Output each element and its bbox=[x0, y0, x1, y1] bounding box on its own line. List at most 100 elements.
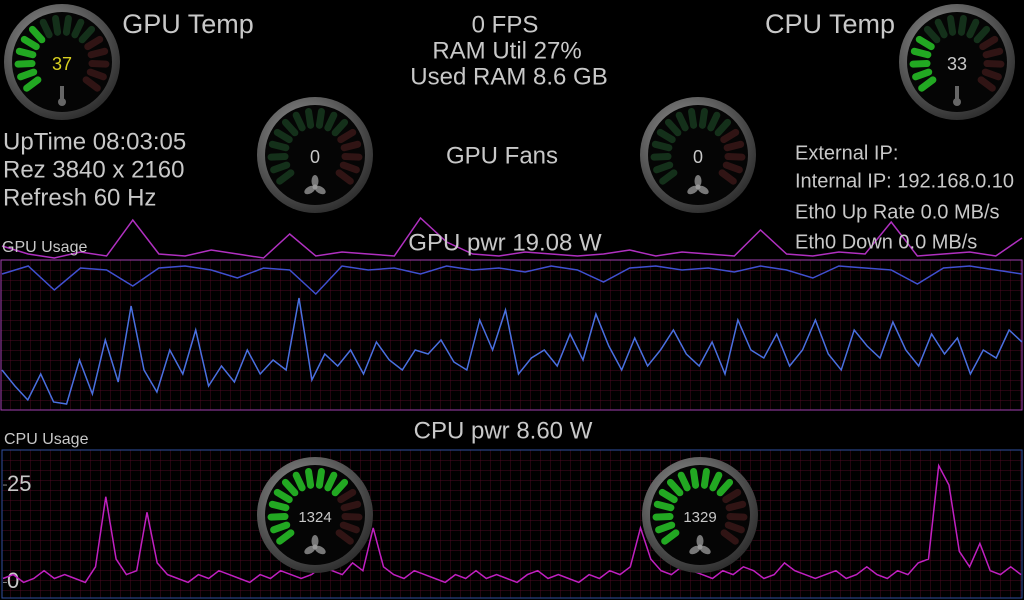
gauge-segment bbox=[720, 529, 739, 545]
gauge-segment bbox=[23, 76, 42, 92]
usage-line bbox=[1, 265, 1023, 296]
gauge-segment bbox=[918, 76, 937, 92]
gauge-segment bbox=[339, 521, 360, 534]
gauge: 0 bbox=[640, 97, 756, 213]
fps: 0 FPS bbox=[472, 11, 539, 38]
gauge-value: 33 bbox=[947, 54, 967, 74]
gauge: 1329 bbox=[642, 457, 758, 573]
gauge-segment bbox=[78, 25, 96, 44]
internal-ip: Internal IP: 192.168.0.10 bbox=[795, 170, 1014, 192]
cpu-temp-label: CPU Temp bbox=[765, 9, 895, 39]
fan-blade bbox=[304, 545, 316, 555]
gauge-segment bbox=[335, 529, 354, 545]
usage-line bbox=[2, 463, 1022, 584]
gauge-segment bbox=[341, 512, 363, 521]
gauge-segment bbox=[273, 128, 293, 144]
gauge-segment bbox=[305, 107, 315, 129]
gauge-segment bbox=[934, 18, 948, 39]
gauge-segment bbox=[707, 111, 721, 132]
fan-blade bbox=[314, 185, 326, 195]
gauge-segment bbox=[725, 500, 747, 512]
gauge-segment bbox=[82, 76, 101, 92]
gauge-segment bbox=[292, 471, 306, 492]
gauge-segment bbox=[656, 128, 676, 144]
thermometer-bulb bbox=[953, 98, 961, 106]
cpu-power: CPU pwr 8.60 W bbox=[414, 417, 593, 444]
gauge-segment bbox=[983, 59, 1005, 68]
gauge-segment bbox=[52, 14, 62, 36]
gauge-segment bbox=[723, 140, 745, 152]
gauge-segment bbox=[724, 152, 746, 161]
gauge-value: 1324 bbox=[298, 509, 331, 526]
gauge-segment bbox=[331, 118, 349, 137]
gauge-segment bbox=[709, 471, 723, 492]
usage-line bbox=[1, 216, 1023, 259]
gauge: 1324 bbox=[257, 457, 373, 573]
gauge-segment bbox=[276, 169, 295, 185]
gauge-segment bbox=[335, 169, 354, 185]
resolution: Rez 3840 x 2160 bbox=[3, 156, 184, 183]
gauge-segment bbox=[71, 18, 85, 39]
gauge-segment bbox=[88, 59, 110, 68]
gauge-segment bbox=[62, 14, 72, 36]
fan-blade bbox=[689, 545, 701, 555]
gauge-value: 0 bbox=[310, 147, 320, 167]
gauge-segment bbox=[87, 47, 109, 59]
gauge-segment bbox=[979, 35, 999, 51]
gauge-segment bbox=[966, 18, 980, 39]
ram-util: RAM Util 27% bbox=[432, 37, 581, 64]
gauge-level bbox=[267, 467, 349, 545]
gauge-segment bbox=[15, 47, 37, 59]
gauge: 37 bbox=[4, 4, 120, 120]
gpu-fans-label: GPU Fans bbox=[446, 142, 558, 169]
gauge-segment bbox=[981, 68, 1002, 81]
gauge-level bbox=[14, 25, 46, 92]
up-rate: Eth0 Up Rate 0.0 MB/s bbox=[795, 201, 1000, 223]
gauge-segment bbox=[28, 25, 46, 44]
fan-blade bbox=[314, 545, 326, 555]
gauge-segment bbox=[315, 107, 325, 129]
gauge-segment bbox=[700, 467, 710, 489]
gauge-segment bbox=[655, 521, 676, 534]
gauge-segment bbox=[315, 467, 325, 489]
gpu-temp-label: GPU Temp bbox=[122, 9, 254, 39]
gauge-segment bbox=[17, 68, 38, 81]
fan-blade bbox=[304, 185, 316, 195]
gauge-segment bbox=[651, 140, 673, 152]
gauge-segment bbox=[273, 488, 293, 504]
thermometer-icon bbox=[955, 86, 959, 100]
gauge-segment bbox=[688, 107, 698, 129]
gauge-segment bbox=[658, 488, 678, 504]
gauge-segment bbox=[698, 107, 708, 129]
external-ip: External IP: bbox=[795, 142, 898, 164]
gauge-segment bbox=[331, 478, 349, 497]
gauge-segment bbox=[722, 488, 742, 504]
gauge-level bbox=[909, 35, 937, 92]
fan-blade bbox=[311, 175, 319, 187]
down-rate: Eth0 Down 0.0 MB/s bbox=[795, 231, 977, 253]
fan-hub bbox=[695, 184, 701, 190]
refresh: Refresh 60 Hz bbox=[3, 184, 156, 211]
gauge-segment bbox=[340, 500, 362, 512]
fan-hub bbox=[312, 544, 318, 550]
gauge-segment bbox=[726, 512, 748, 521]
gauge-segment bbox=[268, 140, 290, 152]
gauge-segment bbox=[341, 152, 363, 161]
gauge-segment bbox=[337, 488, 357, 504]
gauge-segment bbox=[281, 478, 299, 497]
gauge-segment bbox=[324, 471, 338, 492]
gauge-segment bbox=[724, 521, 745, 534]
thermometer-icon bbox=[60, 86, 64, 100]
gauge-value: 0 bbox=[693, 147, 703, 167]
gauge-segment bbox=[910, 47, 932, 59]
gauge-segment bbox=[267, 152, 289, 161]
gauge-segment bbox=[659, 169, 678, 185]
gauge: 0 bbox=[257, 97, 373, 213]
cpu-chart-frame bbox=[1, 449, 1023, 599]
gauge-segment bbox=[292, 111, 306, 132]
y-tick-label: 0 bbox=[7, 568, 19, 593]
gauge-segment bbox=[909, 59, 931, 68]
gauge-segment bbox=[720, 128, 740, 144]
